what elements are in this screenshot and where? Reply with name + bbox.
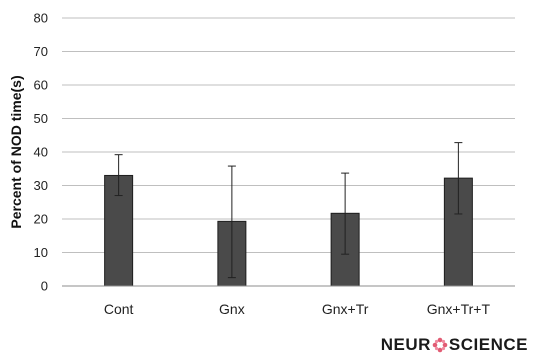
logo-text-end: SCIENCE xyxy=(448,335,528,354)
neuroscience-logo: NEUR SCIENCE xyxy=(380,335,528,354)
logo-text-start: NEUR xyxy=(380,335,431,354)
y-tick-labels: 0 10 20 30 40 50 60 70 80 xyxy=(34,11,48,294)
error-bar-1 xyxy=(227,165,236,279)
gridlines xyxy=(62,17,515,253)
category-label-2: Gnx+Tr xyxy=(322,301,369,317)
y-tick-label-2: 20 xyxy=(34,212,48,227)
bars xyxy=(104,174,473,287)
category-label-0: Cont xyxy=(104,301,134,317)
category-labels: Cont Gnx Gnx+Tr Gnx+Tr+T xyxy=(104,301,491,317)
error-bar-3 xyxy=(454,142,463,215)
y-tick-label-0: 0 xyxy=(41,279,48,294)
category-label-3: Gnx+Tr+T xyxy=(427,301,491,317)
logo-flower-icon xyxy=(432,337,448,353)
y-axis-label: Percent of NOD time(s) xyxy=(8,75,24,228)
y-tick-label-3: 30 xyxy=(34,178,48,193)
y-tick-label-4: 40 xyxy=(34,145,48,160)
error-bar-0 xyxy=(114,154,123,197)
y-tick-label-8: 80 xyxy=(34,11,48,26)
y-tick-label-5: 50 xyxy=(34,111,48,126)
error-bar-2 xyxy=(341,172,350,255)
y-tick-label-7: 70 xyxy=(34,44,48,59)
category-label-1: Gnx xyxy=(219,301,245,317)
y-tick-label-6: 60 xyxy=(34,78,48,93)
error-bars xyxy=(114,142,463,279)
y-tick-label-1: 10 xyxy=(34,245,48,260)
